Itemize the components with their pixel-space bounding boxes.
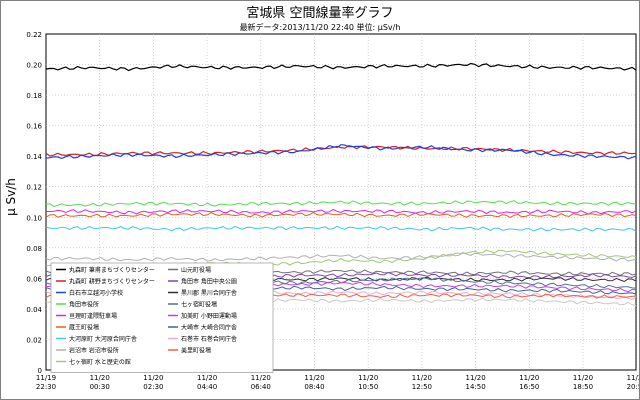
- x-tick-label-date: 11/20: [412, 374, 432, 382]
- x-tick-labels: 11/1922:3011/2000:3011/2002:3011/2004:40…: [36, 374, 639, 391]
- series-line: [45, 208, 637, 215]
- x-tick-label-date: 11/20: [304, 374, 324, 382]
- legend-entry: 岩沼市 岩沼市役所: [69, 347, 119, 355]
- y-tick-label: 0.06: [26, 275, 42, 283]
- y-tick-label: 0.12: [26, 184, 42, 192]
- legend-entry: 蔵王町役場: [69, 324, 99, 332]
- y-tick-label: 0.22: [26, 31, 42, 39]
- x-tick-label-date: 11/20: [251, 374, 271, 382]
- x-tick-label-time: 18:50: [573, 383, 593, 391]
- y-tick-label: 0: [38, 367, 42, 375]
- x-tick-label-time: 04:40: [197, 383, 217, 391]
- x-tick-label-time: 06:40: [251, 383, 271, 391]
- legend-entry: 白石市立越河小学校: [69, 289, 123, 297]
- y-axis-label: μ Sv/h: [4, 178, 18, 216]
- chart-title: 宮城県 空間線量率グラフ: [246, 5, 393, 21]
- x-tick-label-date: 11/20: [627, 374, 639, 382]
- series-line: [45, 252, 637, 262]
- series-line: [45, 212, 637, 218]
- y-tick-label: 0.20: [26, 62, 42, 70]
- x-tick-label-date: 11/19: [36, 374, 56, 382]
- x-tick-label-time: 22:30: [36, 383, 56, 391]
- legend-entry: 黒川郡 黒川合同庁舎: [181, 289, 237, 297]
- y-tick-label: 0.04: [26, 306, 42, 314]
- x-tick-label-time: 10:50: [358, 383, 378, 391]
- y-tick-label: 0.16: [26, 123, 42, 131]
- legend-entry: 角田市役所: [69, 301, 99, 309]
- series-line: [45, 225, 637, 232]
- x-tick-label-date: 11/20: [143, 374, 163, 382]
- series-line: [45, 200, 637, 208]
- x-tick-label-date: 11/20: [358, 374, 378, 382]
- x-tick-label-time: 16:50: [519, 383, 539, 391]
- legend-entry: 丸森町 筆甫まちづくりセンター: [69, 266, 155, 274]
- x-tick-label-time: 20:50: [627, 383, 639, 391]
- legend-entry: 大崎市 大崎合同庁舎: [181, 324, 237, 332]
- x-tick-label-time: 00:30: [90, 383, 110, 391]
- legend-entry: 大河原町 大河原合同庁舎: [69, 335, 137, 343]
- x-tick-label-time: 14:50: [466, 383, 486, 391]
- legend-box: [50, 262, 274, 373]
- y-tick-labels: 0 0.02 0.04 0.06 0.08 0.10 0.12 0.14 0.16 0.18 0.2…: [26, 31, 42, 375]
- y-tick-label: 0.10: [26, 214, 42, 222]
- x-tick-label-date: 11/20: [466, 374, 486, 382]
- legend-entry: 角田市 角田中央公園: [181, 278, 237, 286]
- x-tick-label-time: 08:40: [304, 383, 324, 391]
- legend-entry: 石巻市 石巻合同庁舎: [181, 335, 237, 343]
- y-tick-label: 0.02: [26, 336, 42, 344]
- x-tick-label-date: 11/20: [519, 374, 539, 382]
- legend-entry: 山元町役場: [181, 266, 211, 274]
- chart-subtitle: 最新データ:2013/11/20 22:40 単位: μSv/h: [240, 22, 401, 32]
- legend-entry: 丸森町 耕野まちづくりセンター: [69, 278, 155, 286]
- x-tick-label-date: 11/20: [197, 374, 217, 382]
- y-tick-label: 0.08: [26, 245, 42, 253]
- legend-entry: 七ヶ宿町 水と歴史の館: [69, 358, 131, 366]
- legend-entry: 七ヶ宿町役場: [181, 301, 217, 309]
- x-tick-label-time: 02:30: [143, 383, 163, 391]
- series-line: [45, 144, 637, 160]
- x-tick-label-time: 12:50: [412, 383, 432, 391]
- y-tick-label: 0.14: [26, 153, 42, 161]
- y-tick-label: 0.18: [26, 92, 42, 100]
- legend-entry: 亘理町逢隈駐車場: [69, 312, 117, 320]
- x-tick-label-date: 11/20: [573, 374, 593, 382]
- series-line: [45, 62, 637, 72]
- series-line: [45, 145, 637, 157]
- legend-entry: 加美町 小野田運動場: [181, 312, 237, 320]
- x-tick-label-date: 11/20: [90, 374, 110, 382]
- legend-entry: 美里町役場: [181, 347, 211, 355]
